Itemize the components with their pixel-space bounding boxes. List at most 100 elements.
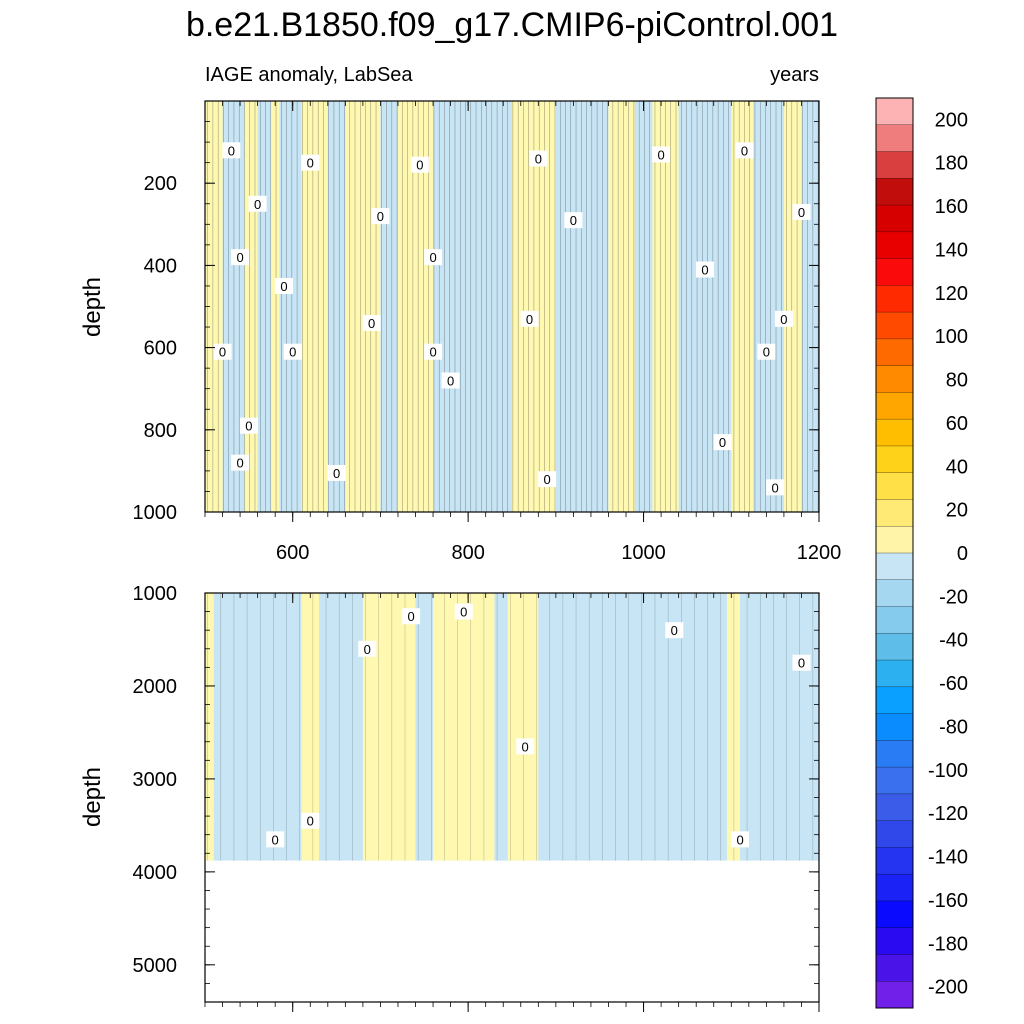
upper-ytick-label-0: 200	[144, 173, 177, 195]
svg-text:0: 0	[307, 156, 314, 171]
svg-text:0: 0	[289, 345, 296, 360]
svg-text:0: 0	[543, 472, 550, 487]
lower-ytick-label-1: 2000	[133, 676, 178, 698]
lower-positive-band-5	[726, 593, 741, 861]
svg-text:0: 0	[780, 312, 787, 327]
svg-text:0: 0	[522, 739, 529, 754]
upper-xtick-label-0: 600	[276, 542, 309, 564]
upper-contour-label-15: 0	[520, 310, 539, 327]
lower-positive-band-0	[205, 593, 214, 861]
svg-text:0: 0	[245, 419, 252, 434]
upper-xtick-label-2: 1000	[621, 542, 666, 564]
colorbar-swatch-9	[876, 338, 913, 366]
colorbar-swatch-11	[876, 392, 913, 420]
upper-contour-label-4: 0	[652, 146, 671, 163]
colorbar-swatch-4	[876, 205, 913, 233]
upper-contour-label-13: 0	[274, 277, 293, 294]
colorbar-swatch-26	[876, 793, 913, 821]
upper-contour-label-3: 0	[529, 150, 548, 167]
upper-contour-label-17: 0	[213, 343, 232, 360]
colorbar: 200180160140120100806040200-20-40-60-80-…	[875, 97, 968, 1009]
svg-text:0: 0	[798, 656, 805, 671]
svg-text:0: 0	[719, 435, 726, 450]
colorbar-label-20: -200	[928, 977, 968, 999]
colorbar-label-4: 120	[935, 283, 968, 305]
upper-contour-label-12: 0	[695, 261, 714, 278]
colorbar-label-19: -180	[928, 933, 968, 955]
lower-contour-label-7: 0	[301, 812, 320, 829]
svg-text:0: 0	[526, 312, 533, 327]
svg-text:0: 0	[254, 197, 261, 212]
colorbar-label-2: 160	[935, 196, 968, 218]
colorbar-swatch-17	[876, 553, 913, 581]
colorbar-swatch-33	[876, 981, 913, 1009]
lower-positive-band-2	[362, 593, 416, 861]
lower-contour-label-8: 0	[731, 831, 750, 848]
upper-contour-label-22: 0	[441, 372, 460, 389]
colorbar-swatch-10	[876, 365, 913, 393]
upper-contour-label-20: 0	[757, 343, 776, 360]
upper-subtitle-left: IAGE anomaly, LabSea	[205, 64, 413, 86]
svg-text:0: 0	[772, 480, 779, 495]
colorbar-label-9: 20	[946, 500, 968, 522]
svg-text:0: 0	[408, 609, 415, 624]
colorbar-label-16: -120	[928, 803, 968, 825]
upper-contour-label-10: 0	[231, 249, 250, 266]
lower-contour-label-3: 0	[665, 622, 684, 639]
lower-positive-band-4	[507, 593, 539, 861]
lower-contour-label-4: 0	[792, 654, 811, 671]
lower-positive-band-1	[301, 593, 320, 861]
colorbar-swatch-12	[876, 419, 913, 447]
upper-contour-label-19: 0	[424, 343, 443, 360]
colorbar-swatch-25	[876, 767, 913, 795]
colorbar-swatch-31	[876, 927, 913, 955]
upper-contour-label-2: 0	[410, 156, 429, 173]
svg-text:0: 0	[416, 158, 423, 173]
colorbar-label-15: -100	[928, 760, 968, 782]
colorbar-label-13: -60	[939, 673, 968, 695]
colorbar-swatch-2	[876, 151, 913, 179]
colorbar-swatch-29	[876, 874, 913, 902]
svg-text:0: 0	[741, 143, 748, 158]
svg-text:0: 0	[798, 205, 805, 220]
lower-contour-label-0: 0	[402, 608, 421, 625]
upper-contour-label-24: 0	[231, 454, 250, 471]
lower-ytick-label-2: 3000	[133, 769, 178, 791]
upper-contour-label-9: 0	[792, 203, 811, 220]
svg-text:0: 0	[429, 250, 436, 265]
upper-contour-label-5: 0	[735, 142, 754, 159]
colorbar-swatch-28	[876, 847, 913, 875]
colorbar-swatch-6	[876, 258, 913, 286]
upper-contour-label-11: 0	[424, 249, 443, 266]
svg-text:0: 0	[701, 263, 708, 278]
lower-panel: 0 0 0 0 0 0 0 0 0 1000 2000 3000 4000 5000 depth	[79, 583, 820, 1012]
upper-ytick-label-3: 800	[144, 420, 177, 442]
upper-positive-band-4	[345, 101, 381, 512]
upper-contour-label-0: 0	[222, 142, 241, 159]
upper-contour-label-16: 0	[774, 310, 793, 327]
colorbar-swatch-20	[876, 633, 913, 661]
chart-title: b.e21.B1850.f09_g17.CMIP6-piControl.001	[186, 6, 838, 44]
svg-text:0: 0	[429, 345, 436, 360]
upper-contour-label-14: 0	[362, 314, 381, 331]
upper-contour-label-23: 0	[713, 434, 732, 451]
upper-contour-label-21: 0	[239, 417, 258, 434]
colorbar-label-12: -40	[939, 630, 968, 652]
colorbar-swatch-15	[876, 499, 913, 527]
lower-contour-label-5: 0	[516, 738, 535, 755]
colorbar-swatch-1	[876, 124, 913, 152]
colorbar-label-5: 100	[935, 326, 968, 348]
upper-contour-label-26: 0	[538, 471, 557, 488]
lower-ytick-label-4: 5000	[133, 955, 178, 977]
lower-contour-label-2: 0	[358, 640, 377, 657]
colorbar-frame	[875, 97, 914, 1009]
upper-contour-label-27: 0	[766, 479, 785, 496]
svg-text:0: 0	[236, 250, 243, 265]
upper-contour-label-25: 0	[327, 464, 346, 481]
colorbar-label-6: 80	[946, 370, 968, 392]
upper-contour-label-8: 0	[564, 212, 583, 229]
colorbar-swatch-24	[876, 740, 913, 768]
svg-text:0: 0	[228, 143, 235, 158]
